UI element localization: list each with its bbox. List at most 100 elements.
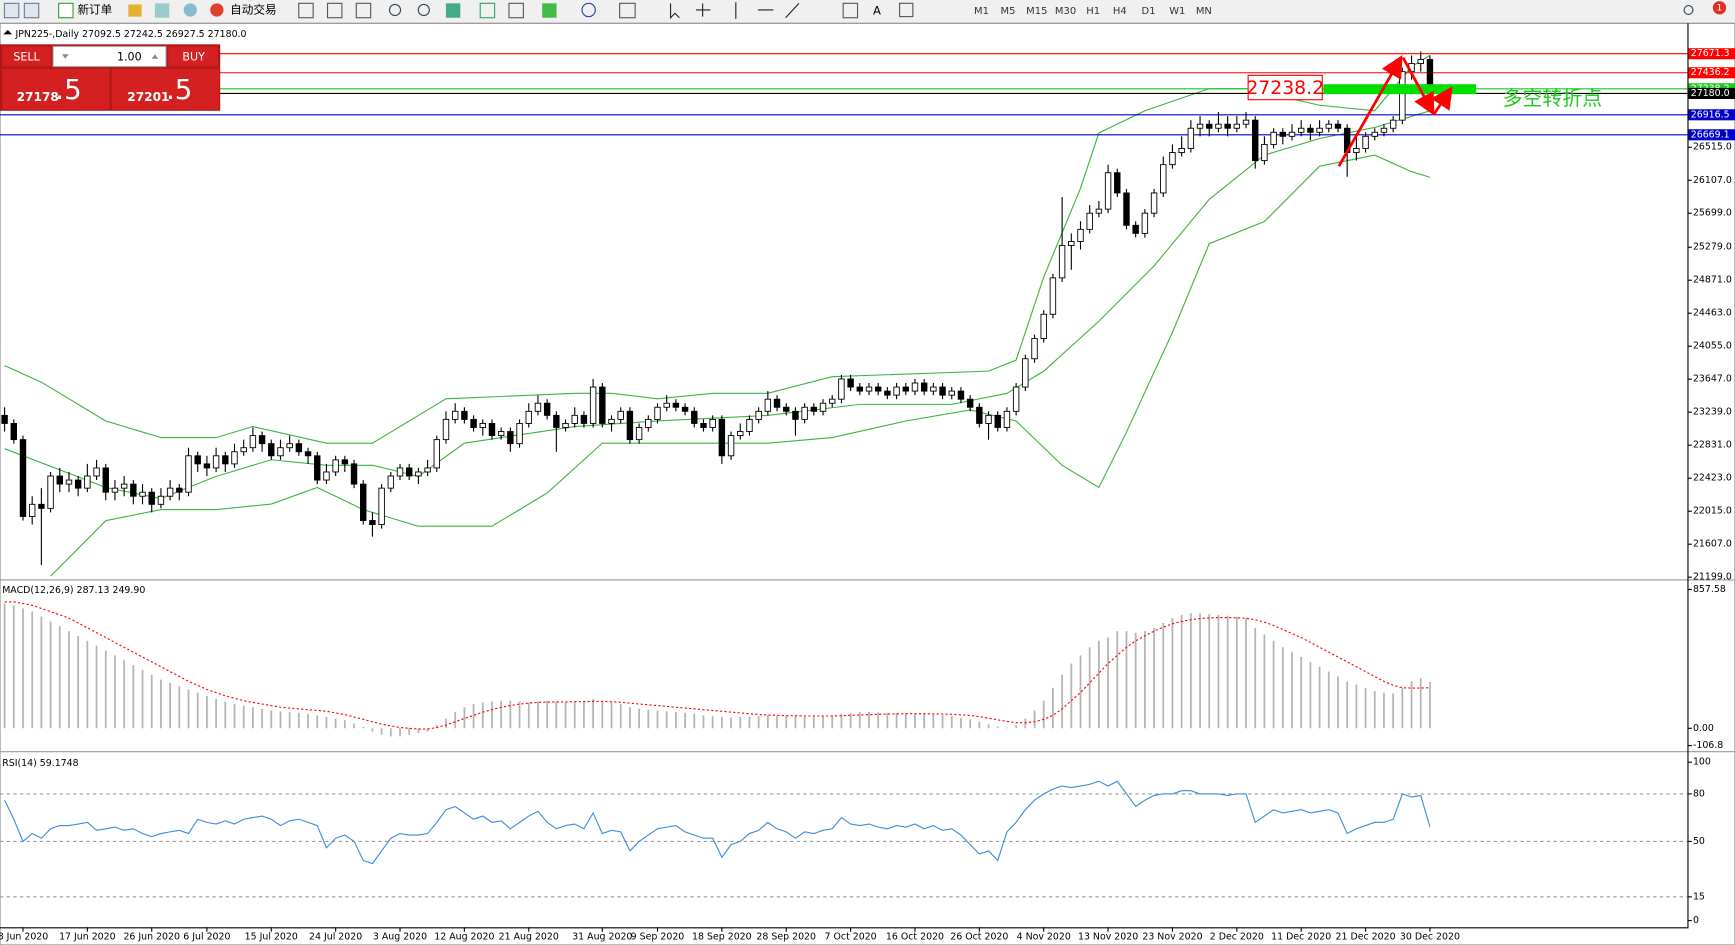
candle-body — [415, 471, 422, 477]
x-tick-label: 8 Jun 2020 — [0, 932, 48, 943]
icon[interactable] — [899, 2, 914, 18]
candle-body — [1012, 386, 1020, 412]
icon[interactable] — [479, 2, 496, 19]
candle-body — [1031, 338, 1038, 360]
sell-label[interactable]: SELL — [13, 51, 40, 64]
y-tick-label: 21199.0 — [1693, 572, 1732, 583]
icon[interactable] — [1683, 4, 1694, 15]
candle-body — [1150, 192, 1158, 214]
price-box — [1247, 74, 1323, 101]
text-tool[interactable]: A — [873, 4, 881, 18]
buy-fraction[interactable]: .5 — [166, 73, 192, 106]
candle-body — [920, 382, 928, 392]
candle-body — [433, 439, 441, 469]
candle-body — [157, 495, 165, 505]
candle-body — [497, 431, 505, 437]
candle-body — [700, 423, 707, 428]
candle-body — [884, 390, 891, 396]
candle-body — [1252, 119, 1259, 162]
icon[interactable] — [735, 2, 800, 19]
buy-button[interactable] — [168, 46, 218, 67]
candle-body — [332, 459, 339, 473]
candle-body — [819, 402, 827, 412]
buy-box[interactable] — [111, 68, 220, 110]
icon[interactable] — [842, 2, 859, 19]
candle-body — [1353, 148, 1360, 153]
candle-body — [442, 418, 450, 441]
icon[interactable] — [23, 2, 40, 19]
lot-box[interactable] — [52, 45, 167, 68]
candle-body — [1196, 123, 1204, 129]
candle-body — [1187, 127, 1195, 149]
timeframe[interactable]: W1 — [1169, 6, 1185, 17]
buy-label[interactable]: BUY — [182, 51, 205, 64]
timeframe[interactable]: H1 — [1086, 6, 1100, 17]
candle-body — [1049, 277, 1057, 315]
timeframe[interactable]: M15 — [1026, 6, 1047, 17]
candle-body — [130, 483, 137, 497]
arrow — [1401, 56, 1435, 116]
icon[interactable] — [154, 3, 170, 18]
candle-body — [93, 467, 100, 477]
candle-body — [258, 435, 266, 445]
lot-down[interactable] — [61, 54, 69, 59]
sell-button[interactable] — [2, 46, 51, 67]
price-tag-label: 26669.1 — [1691, 129, 1730, 140]
icon[interactable] — [388, 3, 402, 17]
icon[interactable] — [128, 4, 142, 17]
notification-badge[interactable] — [1712, 1, 1727, 15]
icon[interactable] — [669, 3, 680, 20]
candle-body — [902, 386, 909, 392]
candle-body — [810, 406, 818, 412]
candle-body — [47, 475, 54, 509]
candle-body — [525, 410, 532, 424]
candle-body — [488, 423, 496, 437]
icon[interactable] — [183, 3, 197, 17]
icon[interactable] — [542, 3, 557, 18]
candle-body — [507, 431, 514, 445]
icon[interactable] — [619, 2, 636, 19]
timeframe[interactable]: H4 — [1113, 6, 1127, 17]
lot-up[interactable] — [151, 54, 159, 59]
icon[interactable] — [508, 2, 524, 19]
candle-body — [580, 414, 588, 424]
candle-body — [1380, 127, 1388, 133]
candle-body — [1270, 131, 1277, 145]
timeframe[interactable]: D1 — [1142, 6, 1156, 17]
auto-trading[interactable]: 自动交易 — [230, 2, 276, 16]
timeframe[interactable]: M30 — [1055, 6, 1076, 17]
icon[interactable] — [417, 3, 430, 17]
y-tick-label: 24055.0 — [1693, 341, 1732, 352]
new-order[interactable]: 新订单 — [77, 2, 112, 16]
icon[interactable] — [298, 2, 314, 19]
icon[interactable] — [210, 3, 224, 17]
icon[interactable] — [58, 2, 74, 19]
icon[interactable] — [355, 2, 372, 19]
candle-body — [847, 378, 854, 388]
x-tick-label: 4 Nov 2020 — [1017, 932, 1071, 943]
candle-body — [1077, 228, 1084, 242]
candle-body — [534, 402, 542, 412]
icon[interactable] — [3, 2, 20, 19]
icon[interactable] — [445, 3, 461, 18]
icon[interactable] — [581, 2, 596, 18]
sell-fraction[interactable]: .5 — [55, 73, 81, 106]
x-tick-label: 13 Nov 2020 — [1078, 932, 1138, 943]
sell-box[interactable] — [2, 68, 110, 110]
y-tick-label: 25279.0 — [1693, 242, 1732, 253]
icon[interactable] — [695, 3, 711, 17]
timeframe[interactable]: M1 — [974, 6, 989, 17]
icon[interactable] — [326, 2, 343, 19]
timeframe[interactable]: M5 — [1001, 6, 1016, 17]
x-tick-label: 21 Dec 2020 — [1336, 932, 1396, 943]
lot[interactable]: 1.00 — [117, 51, 142, 64]
candle-body — [28, 503, 36, 517]
candle-body — [617, 410, 624, 420]
timeframe[interactable]: MN — [1196, 6, 1212, 17]
price-tag-label: 27671.3 — [1691, 48, 1730, 59]
candle-body — [286, 443, 293, 449]
x-tick-label: 18 Sep 2020 — [692, 932, 752, 943]
sell-price[interactable]: 27178 — [17, 90, 59, 104]
buy-price[interactable]: 27201 — [127, 90, 169, 104]
candle-body — [240, 447, 247, 453]
